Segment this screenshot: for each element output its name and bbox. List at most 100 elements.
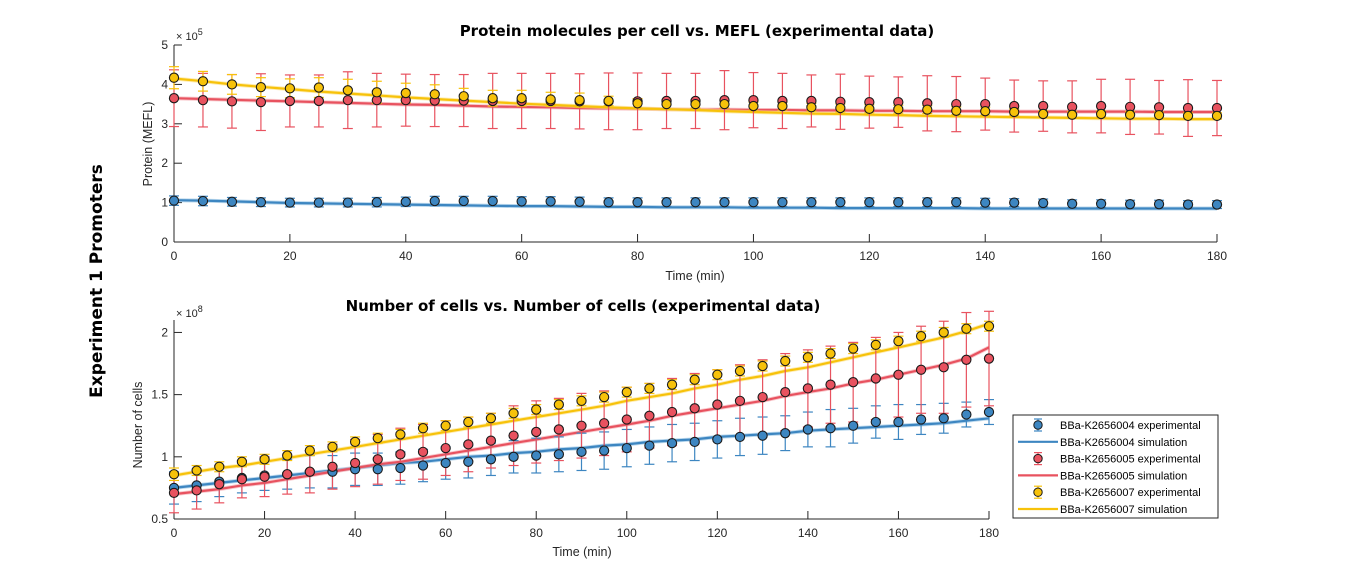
data-point	[644, 440, 655, 451]
data-point	[748, 100, 759, 112]
data-point	[429, 89, 440, 100]
data-point	[342, 197, 353, 208]
x-tick-label: 180	[979, 526, 999, 540]
data-point	[848, 377, 859, 388]
data-point	[342, 85, 353, 96]
data-point	[734, 431, 746, 443]
data-point	[458, 91, 469, 102]
data-point	[780, 355, 791, 367]
data-point	[864, 103, 875, 114]
x-tick-label: 100	[743, 249, 763, 263]
x-tick-label: 120	[859, 249, 879, 263]
data-point	[632, 98, 643, 109]
data-point	[848, 343, 859, 354]
data-point	[777, 100, 788, 112]
data-point	[576, 446, 587, 457]
data-point	[938, 327, 949, 338]
data-point	[603, 197, 614, 208]
data-point	[666, 437, 678, 449]
data-point	[576, 395, 587, 406]
data-point	[802, 352, 814, 363]
data-point	[545, 196, 556, 207]
x-tick-label: 20	[283, 249, 297, 263]
data-point	[458, 195, 469, 207]
data-point	[666, 406, 678, 418]
x-tick-label: 160	[1091, 249, 1111, 263]
data-point	[400, 87, 411, 99]
legend-label: BBa-K2656004 simulation	[1060, 437, 1187, 449]
data-point	[574, 196, 585, 207]
data-point	[508, 408, 519, 419]
data-point	[168, 469, 180, 480]
data-point	[553, 449, 565, 460]
data-point	[689, 374, 700, 385]
data-point	[780, 386, 791, 398]
data-point	[712, 369, 723, 380]
data-point	[893, 197, 904, 208]
x-tick-label: 40	[348, 526, 362, 540]
x-tick-label: 20	[258, 526, 272, 540]
data-point	[951, 105, 962, 116]
data-point	[440, 442, 451, 454]
data-point	[197, 76, 209, 87]
data-point	[689, 436, 700, 448]
x-tick-label: 120	[707, 526, 727, 540]
data-point	[748, 197, 759, 208]
x-tick-label: 80	[530, 526, 544, 540]
x-tick-label: 80	[631, 249, 645, 263]
data-point	[327, 441, 338, 453]
data-point	[983, 406, 995, 418]
data-point	[757, 430, 768, 441]
data-point	[938, 362, 949, 373]
data-point	[485, 454, 497, 465]
data-point	[255, 96, 267, 108]
y-tick-label: 1.5	[151, 388, 168, 402]
x-tick-label: 140	[798, 526, 818, 540]
protein-chart: Protein molecules per cell vs. MEFL (exp…	[141, 22, 1227, 283]
y-tick-label: 4	[161, 77, 168, 91]
data-point	[961, 323, 972, 334]
x-tick-label: 180	[1207, 249, 1227, 263]
data-point	[463, 439, 474, 450]
legend: BBa-K2656004 experimental BBa-K2656004 si…	[1012, 414, 1219, 519]
data-point	[1066, 109, 1078, 120]
data-point	[531, 404, 542, 415]
data-point	[463, 416, 474, 428]
y-tick-label: 2	[161, 156, 168, 170]
axes: 0 20 40 60 80 100 120 140 160 180 0.5 1 1.5 2	[151, 320, 999, 540]
data-point	[893, 416, 904, 428]
data-point	[864, 197, 875, 208]
data-point	[313, 82, 325, 93]
data-point	[236, 474, 248, 485]
data-point	[835, 102, 846, 114]
markers-BBa-K2656007	[168, 72, 1223, 122]
data-point	[516, 93, 527, 104]
data-point	[349, 436, 361, 448]
data-point	[485, 435, 497, 446]
data-point	[417, 460, 429, 471]
figure-super-title: Experiment 1 Promoters	[87, 164, 107, 398]
data-point	[712, 399, 723, 410]
data-point	[553, 399, 565, 410]
data-point	[255, 197, 267, 208]
data-point	[825, 348, 836, 359]
x-axis-label: Time (min)	[552, 545, 611, 559]
legend-marker-icon	[1033, 487, 1043, 497]
legend-label: BBa-K2656004 experimental	[1060, 420, 1201, 432]
exponent-base: × 10	[176, 31, 198, 43]
plot-area	[168, 310, 995, 514]
data-point	[545, 94, 556, 105]
markers-BBa-K2656005	[168, 353, 995, 499]
data-point	[870, 339, 881, 351]
data-point	[1182, 110, 1194, 122]
data-point	[1182, 199, 1194, 210]
data-point	[806, 102, 817, 113]
data-point	[961, 409, 972, 420]
data-point	[734, 365, 746, 377]
data-point	[440, 420, 451, 431]
data-point	[259, 471, 270, 482]
data-point	[327, 461, 338, 472]
data-point	[226, 96, 238, 107]
y-tick-label: 2	[161, 325, 168, 339]
y-tick-label: 0.5	[151, 512, 168, 526]
